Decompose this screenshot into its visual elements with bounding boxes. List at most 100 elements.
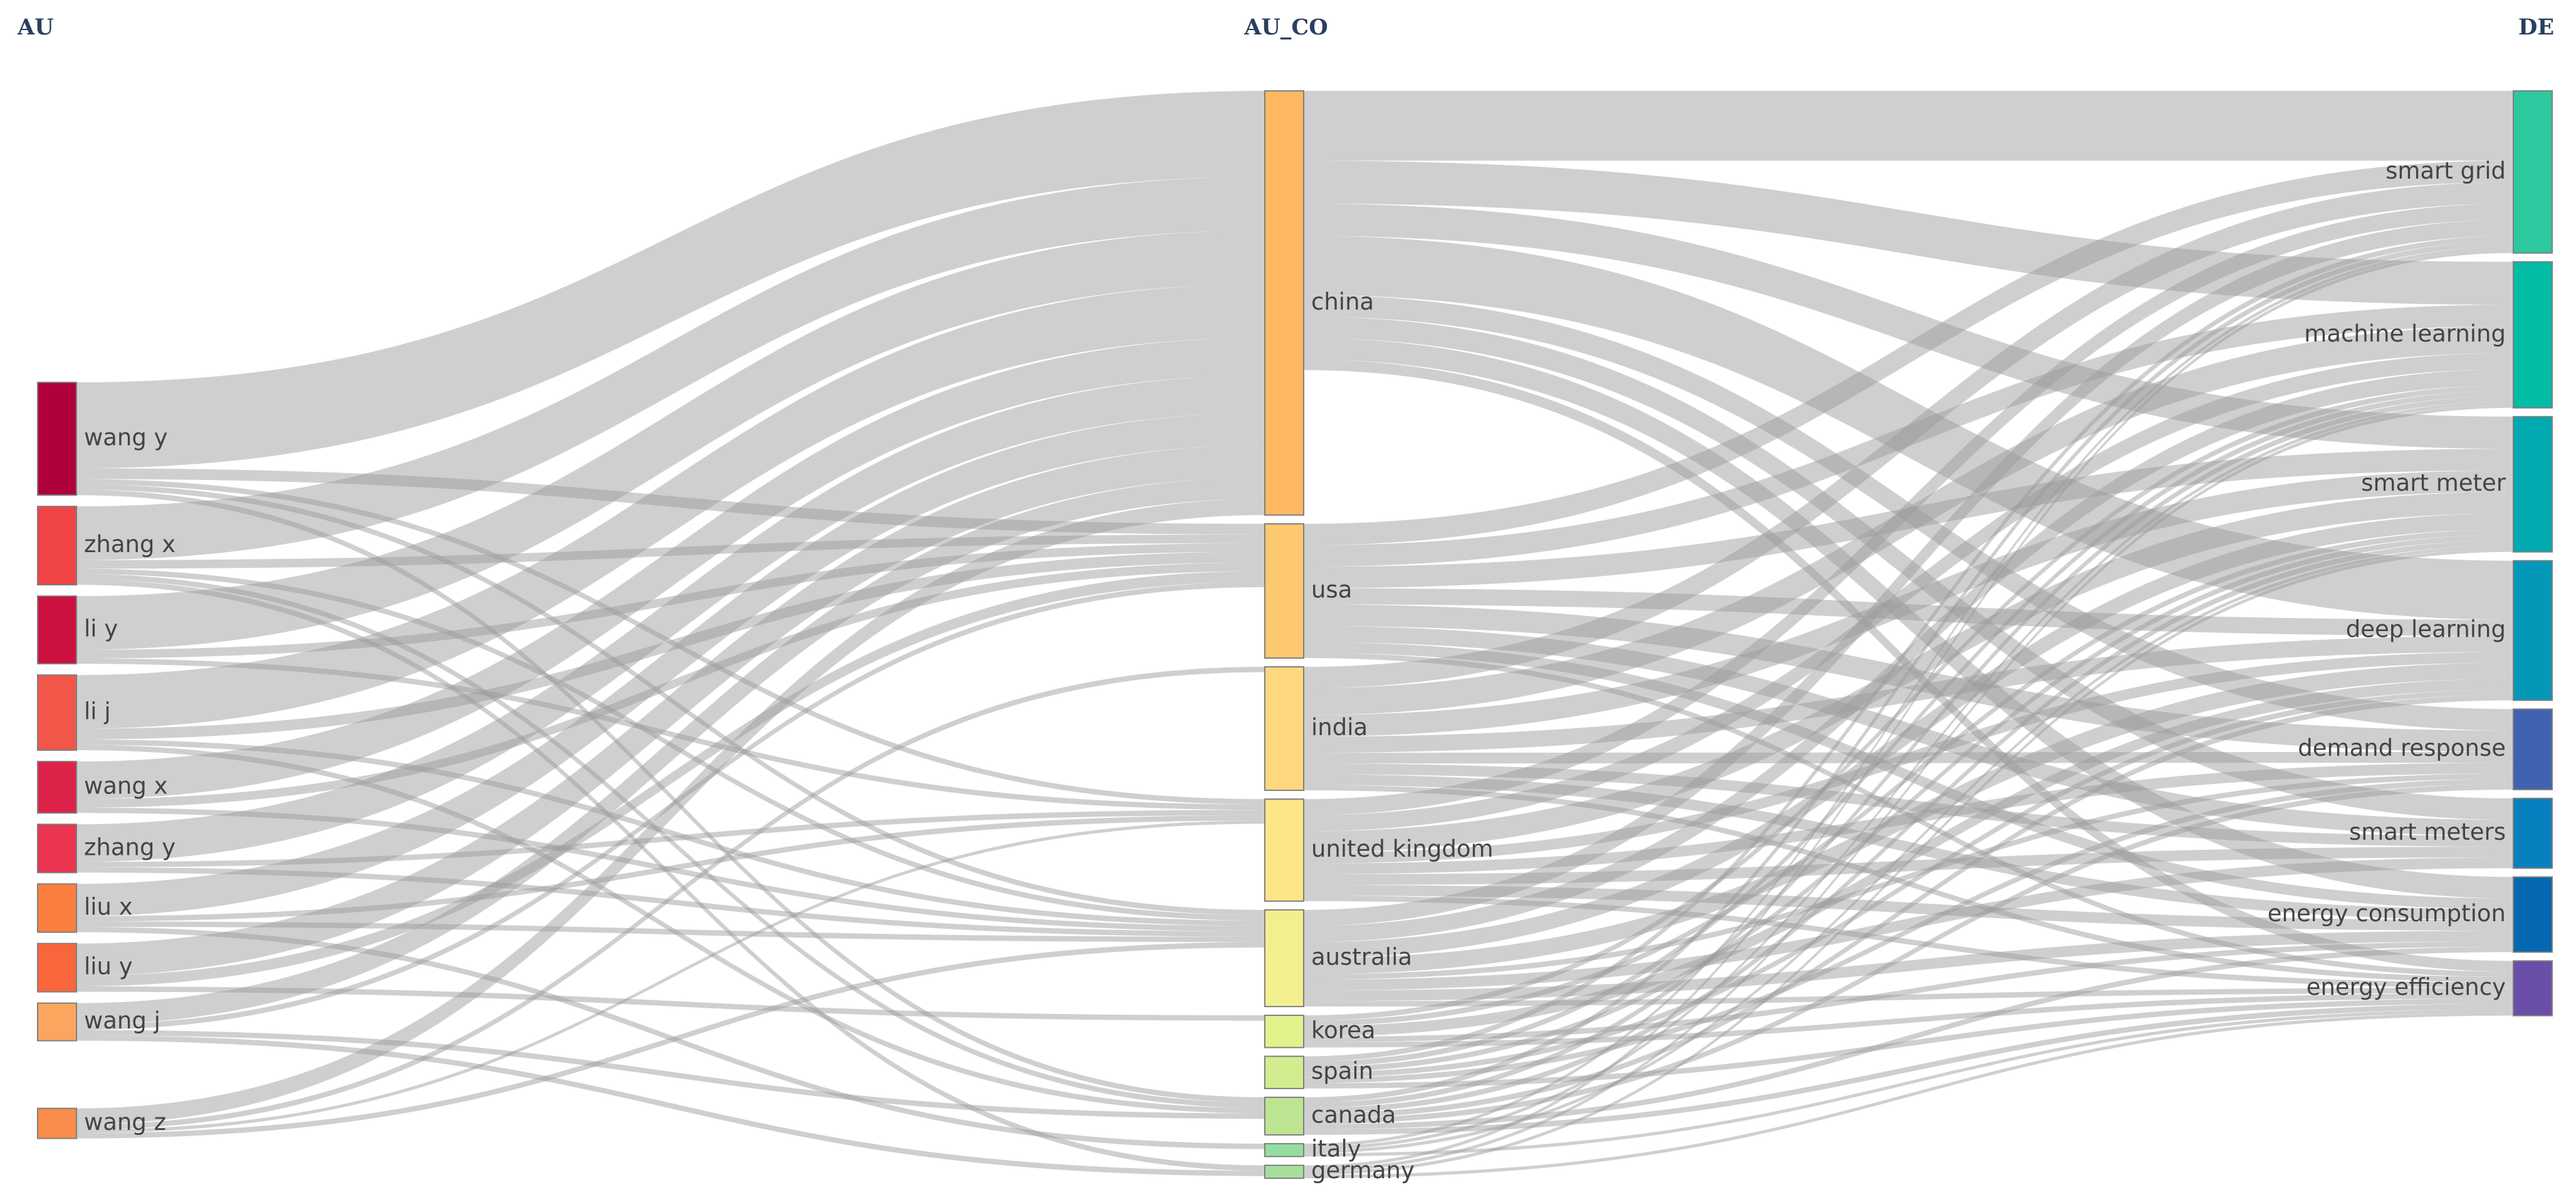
node-italy[interactable] bbox=[1264, 1142, 1304, 1158]
flow-india-to-energy_consumption[interactable] bbox=[1304, 774, 2513, 920]
flow-china-to-energy_consumption[interactable] bbox=[1304, 338, 2513, 899]
flow-germany-to-energy_efficiency[interactable] bbox=[1304, 1012, 2513, 1178]
flow-china-to-energy_efficiency[interactable] bbox=[1304, 359, 2513, 972]
node-wang-x[interactable] bbox=[37, 761, 77, 814]
flow-wang_x-to-china[interactable] bbox=[76, 338, 1265, 800]
flow-australia-to-energy_consumption[interactable] bbox=[1304, 931, 2513, 1001]
flow-canada-to-smart_meter[interactable] bbox=[1304, 540, 2513, 1114]
flow-italy-to-smart_meter[interactable] bbox=[1304, 545, 2513, 1154]
flow-usa-to-smart_meters[interactable] bbox=[1304, 625, 2513, 836]
flow-canada-to-energy_efficiency[interactable] bbox=[1304, 1003, 2513, 1135]
flow-wang_z-to-china[interactable] bbox=[76, 499, 1265, 1125]
node-smart-meter[interactable] bbox=[2513, 416, 2553, 553]
node-australia[interactable] bbox=[1264, 909, 1304, 1008]
node-energy-consumption[interactable] bbox=[2513, 876, 2553, 953]
node-india[interactable] bbox=[1264, 666, 1304, 792]
flow-zhang_x-to-china[interactable] bbox=[76, 177, 1265, 560]
flow-australia-to-smart_meters[interactable] bbox=[1304, 857, 2513, 991]
flow-zhang_y-to-united_kingdom[interactable] bbox=[76, 810, 1265, 867]
flow-usa-to-deep_learning[interactable] bbox=[1304, 588, 2513, 636]
flow-united_kingdom-to-smart_meters[interactable] bbox=[1304, 847, 2513, 886]
flow-korea-to-energy_consumption[interactable] bbox=[1304, 941, 2513, 1042]
flow-canada-to-deep_learning[interactable] bbox=[1304, 694, 2513, 1119]
flow-united_kingdom-to-smart_meter[interactable] bbox=[1304, 491, 2513, 853]
flow-wang_j-to-china[interactable] bbox=[76, 477, 1265, 1025]
flow-china-to-smart_grid[interactable] bbox=[1304, 91, 2513, 161]
node-smart-meters[interactable] bbox=[2513, 797, 2553, 869]
flow-zhang_x-to-germany[interactable] bbox=[76, 579, 1265, 1171]
flow-wang_y-to-united_kingdom[interactable] bbox=[76, 479, 1265, 805]
flow-korea-to-machine_learning[interactable] bbox=[1304, 385, 2513, 1021]
flow-germany-to-smart_meter[interactable] bbox=[1304, 548, 2513, 1175]
node-machine-learning[interactable] bbox=[2513, 261, 2553, 409]
node-wang-j[interactable] bbox=[37, 1002, 77, 1042]
flow-li_y-to-china[interactable] bbox=[76, 230, 1265, 650]
flow-united_kingdom-to-energy_efficiency[interactable] bbox=[1304, 896, 2513, 988]
flow-india-to-energy_efficiency[interactable] bbox=[1304, 785, 2513, 983]
flow-wang_y-to-canada[interactable] bbox=[76, 489, 1265, 1103]
flow-liu_x-to-united_kingdom[interactable] bbox=[76, 815, 1265, 922]
flow-li_y-to-united_kingdom[interactable] bbox=[76, 658, 1265, 810]
flow-wang_j-to-usa[interactable] bbox=[76, 582, 1265, 1030]
flow-india-to-demand_response[interactable] bbox=[1304, 751, 2513, 764]
flow-australia-to-smart_grid[interactable] bbox=[1304, 219, 2513, 926]
flow-liu_x-to-italy[interactable] bbox=[76, 926, 1265, 1149]
node-deep-learning[interactable] bbox=[2513, 560, 2553, 701]
flow-korea-to-smart_meter[interactable] bbox=[1304, 529, 2513, 1027]
flow-li_y-to-usa[interactable] bbox=[76, 543, 1265, 659]
flow-germany-to-machine_learning[interactable] bbox=[1304, 404, 2513, 1172]
flow-italy-to-energy_efficiency[interactable] bbox=[1304, 1009, 2513, 1157]
flow-wang_x-to-australia[interactable] bbox=[76, 807, 1265, 932]
flow-canada-to-energy_consumption[interactable] bbox=[1304, 946, 2513, 1130]
flow-usa-to-smart_grid[interactable] bbox=[1304, 160, 2513, 546]
node-canada[interactable] bbox=[1264, 1096, 1304, 1136]
flow-wang_y-to-usa[interactable] bbox=[76, 468, 1265, 535]
node-wang-y[interactable] bbox=[37, 382, 77, 496]
flow-li_j-to-china[interactable] bbox=[76, 284, 1265, 729]
flow-wang_z-to-united_kingdom[interactable] bbox=[76, 820, 1265, 1134]
flow-liu_y-to-china[interactable] bbox=[76, 445, 1265, 976]
node-liu-y[interactable] bbox=[37, 943, 77, 993]
node-germany[interactable] bbox=[1264, 1164, 1304, 1179]
flow-australia-to-machine_learning[interactable] bbox=[1304, 369, 2513, 943]
node-demand-response[interactable] bbox=[2513, 708, 2553, 790]
node-united-kingdom[interactable] bbox=[1264, 798, 1304, 902]
flow-zhang_y-to-australia[interactable] bbox=[76, 867, 1265, 937]
flow-spain-to-machine_learning[interactable] bbox=[1304, 390, 2513, 1067]
flow-spain-to-smart_grid[interactable] bbox=[1304, 236, 2513, 1062]
flow-zhang_x-to-australia[interactable] bbox=[76, 568, 1265, 921]
flow-wang_j-to-canada[interactable] bbox=[76, 1030, 1265, 1119]
node-smart-grid[interactable] bbox=[2513, 90, 2553, 254]
flow-india-to-smart_meter[interactable] bbox=[1304, 470, 2513, 737]
flow-australia-to-smart_meter[interactable] bbox=[1304, 513, 2513, 958]
node-li-y[interactable] bbox=[37, 595, 77, 665]
flow-canada-to-demand_response[interactable] bbox=[1304, 784, 2513, 1124]
flow-usa-to-energy_efficiency[interactable] bbox=[1304, 652, 2513, 977]
flow-zhang_y-to-china[interactable] bbox=[76, 375, 1265, 862]
flow-li_j-to-usa[interactable] bbox=[76, 551, 1265, 740]
flow-china-to-smart_meter[interactable] bbox=[1304, 203, 2513, 449]
node-usa[interactable] bbox=[1264, 523, 1304, 659]
flow-liu_x-to-australia[interactable] bbox=[76, 921, 1265, 943]
flow-wang_z-to-australia[interactable] bbox=[76, 942, 1265, 1139]
flow-china-to-smart_meters[interactable] bbox=[1304, 316, 2513, 820]
flow-zhang_x-to-usa[interactable] bbox=[76, 534, 1265, 569]
flow-united_kingdom-to-smart_grid[interactable] bbox=[1304, 203, 2513, 815]
flow-spain-to-smart_meter[interactable] bbox=[1304, 535, 2513, 1073]
flow-united_kingdom-to-machine_learning[interactable] bbox=[1304, 353, 2513, 832]
flow-liu_y-to-korea[interactable] bbox=[76, 986, 1265, 1021]
node-spain[interactable] bbox=[1264, 1055, 1304, 1089]
flow-india-to-machine_learning[interactable] bbox=[1304, 326, 2513, 716]
flow-australia-to-deep_learning[interactable] bbox=[1304, 662, 2513, 975]
node-liu-x[interactable] bbox=[37, 883, 77, 933]
node-china[interactable] bbox=[1264, 90, 1304, 516]
flow-china-to-machine_learning[interactable] bbox=[1304, 160, 2513, 305]
flow-wang_x-to-usa[interactable] bbox=[76, 562, 1265, 808]
flow-spain-to-demand_response[interactable] bbox=[1304, 778, 2513, 1084]
flow-united_kingdom-to-deep_learning[interactable] bbox=[1304, 652, 2513, 864]
flow-li_j-to-australia[interactable] bbox=[76, 739, 1265, 926]
flow-wang_z-to-india[interactable] bbox=[76, 667, 1265, 1130]
flow-usa-to-demand_response[interactable] bbox=[1304, 604, 2513, 752]
flow-wang_j-to-germany[interactable] bbox=[76, 1035, 1265, 1176]
flow-australia-to-energy_efficiency[interactable] bbox=[1304, 988, 2513, 1007]
